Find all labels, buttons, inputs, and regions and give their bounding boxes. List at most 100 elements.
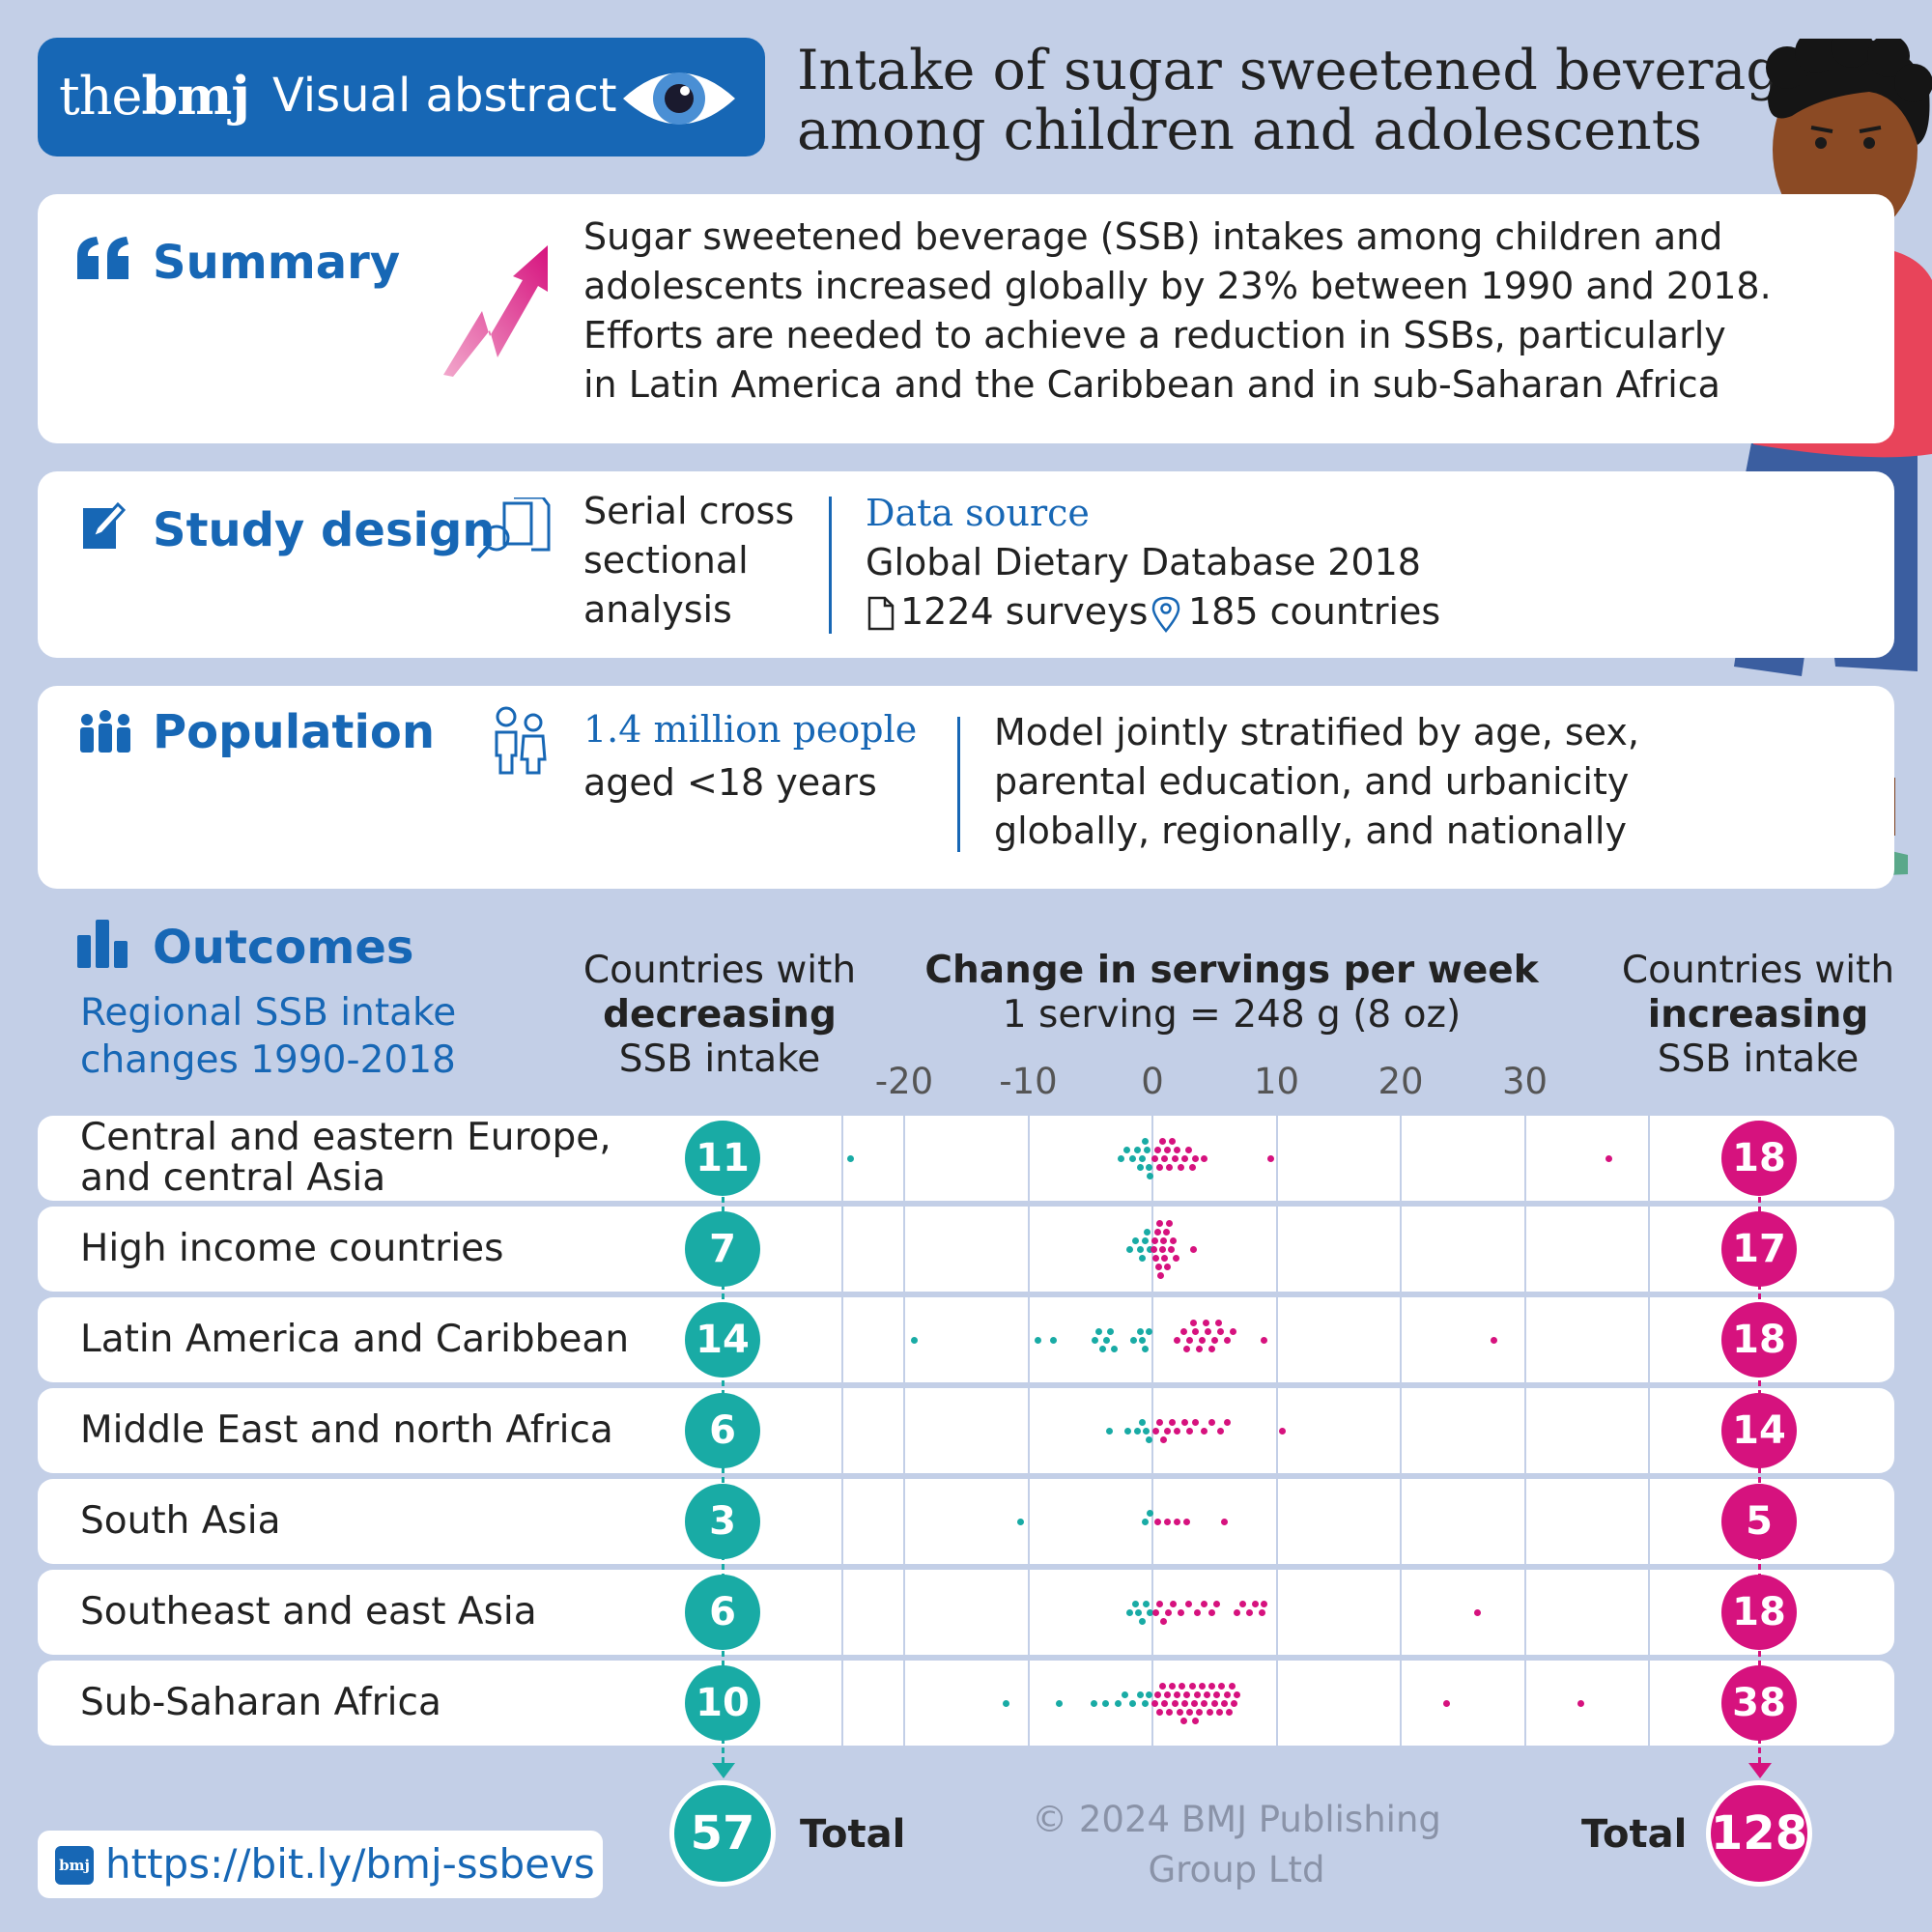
increasing-country-dot [1201, 1699, 1208, 1707]
increasing-country-dot [1605, 1154, 1613, 1162]
increasing-country-dot [1198, 1682, 1206, 1690]
increasing-country-dot [1204, 1690, 1211, 1698]
divider [829, 497, 832, 634]
increasing-country-dot [1215, 1708, 1223, 1716]
decreasing-count-circle: 10 [685, 1665, 760, 1741]
pencil-edit-icon [83, 501, 126, 549]
increasing-country-dot [1208, 1418, 1216, 1426]
increasing-country-dot [1166, 1708, 1174, 1716]
increasing-country-dot [1169, 1418, 1177, 1426]
region-row [38, 1388, 1894, 1473]
increasing-country-dot [1189, 1319, 1197, 1326]
region-label: Southeast and east Asia [80, 1590, 537, 1634]
increasing-country-dot [1158, 1682, 1166, 1690]
decreasing-count-circle: 6 [685, 1393, 760, 1468]
decreasing-country-dot [1126, 1608, 1134, 1616]
decreasing-country-dot [1056, 1699, 1064, 1707]
document-search-icon [476, 497, 551, 559]
down-arrow-icon [712, 1763, 735, 1778]
increasing-count-circle: 38 [1721, 1665, 1797, 1741]
increasing-country-dot [1192, 1717, 1200, 1724]
decreasing-country-dot [847, 1154, 855, 1162]
increasing-country-dot [1157, 1271, 1165, 1279]
increasing-country-dot [1201, 1600, 1208, 1607]
decreasing-country-dot [1145, 1163, 1152, 1171]
summary-text: Sugar sweetened beverage (SSB) intakes a… [583, 215, 1772, 406]
increasing-country-dot [1163, 1146, 1171, 1153]
increasing-country-dot [1153, 1518, 1161, 1525]
increasing-country-dot [1156, 1219, 1164, 1227]
x-tick-label: 0 [1141, 1061, 1164, 1102]
countries-count: 185 countries [1188, 590, 1441, 633]
increasing-country-dot [1186, 1427, 1194, 1435]
increasing-country-dot [1163, 1263, 1171, 1270]
increasing-country-dot [1205, 1327, 1212, 1335]
increasing-country-dot [1189, 1245, 1197, 1253]
short-link[interactable]: https://bit.ly/bmj-ssbevs [105, 1840, 595, 1888]
decreasing-country-dot [1128, 1699, 1136, 1707]
increasing-country-dot [1221, 1518, 1229, 1525]
decreasing-count-circle: 11 [685, 1121, 760, 1196]
increasing-country-dot [1163, 1690, 1171, 1698]
summary-card [38, 194, 1894, 443]
increasing-country-dot [1184, 1600, 1192, 1607]
increasing-country-dot [1183, 1345, 1191, 1352]
decreasing-country-dot [1146, 1509, 1153, 1517]
x-tick-label: -20 [874, 1061, 934, 1102]
increasing-country-dot [1226, 1708, 1234, 1716]
increasing-country-dot [1208, 1345, 1216, 1352]
decreasing-country-dot [1131, 1600, 1139, 1607]
people-count: 1.4 million people [583, 708, 918, 751]
increasing-country-dot [1170, 1600, 1178, 1607]
decreasing-country-dot [1091, 1699, 1098, 1707]
increasing-country-dot [1174, 1427, 1181, 1435]
decreasing-country-dot [1136, 1245, 1144, 1253]
increasing-country-dot [1158, 1245, 1166, 1253]
increasing-country-dot [1213, 1690, 1221, 1698]
increasing-country-dot [1153, 1228, 1161, 1236]
total-label-right: Total [1581, 1812, 1688, 1857]
decreasing-country-dot [1102, 1336, 1110, 1344]
increasing-country-dot [1163, 1427, 1171, 1435]
increasing-count-circle: 18 [1721, 1121, 1797, 1196]
location-pin-icon [1151, 596, 1180, 633]
increasing-country-dot [1218, 1682, 1226, 1690]
increasing-count-circle: 18 [1721, 1302, 1797, 1378]
link-box: bmj https://bit.ly/bmj-ssbevs [38, 1831, 603, 1898]
increasing-country-dot [1180, 1699, 1188, 1707]
region-row [38, 1479, 1894, 1564]
increasing-country-dot [1174, 1518, 1181, 1525]
gridline [903, 1116, 905, 1746]
increasing-country-dot [1167, 1245, 1175, 1253]
decreasing-country-dot [1141, 1345, 1149, 1352]
visual-abstract-label: Visual abstract [272, 69, 617, 123]
increasing-country-dot [1223, 1690, 1231, 1698]
increasing-country-dot [1230, 1327, 1237, 1335]
decreasing-column-header: Countries with decreasing SSB intake [582, 949, 857, 1081]
increasing-country-dot [1179, 1717, 1187, 1724]
increasing-country-dot [1183, 1690, 1191, 1698]
increasing-country-dot [1196, 1345, 1204, 1352]
increasing-country-dot [1188, 1682, 1196, 1690]
decreasing-country-dot [1017, 1518, 1025, 1525]
region-row [38, 1297, 1894, 1382]
decreasing-country-dot [1128, 1154, 1136, 1162]
decreasing-country-dot [1130, 1336, 1138, 1344]
gridline [1027, 1116, 1030, 1746]
decreasing-country-dot [1035, 1336, 1042, 1344]
decreasing-country-dot [1136, 1163, 1144, 1171]
increasing-country-dot [1178, 1608, 1185, 1616]
decreasing-country-dot [1145, 1690, 1152, 1698]
increasing-country-dot [1217, 1327, 1225, 1335]
increasing-country-dot [1239, 1600, 1247, 1607]
increasing-country-dot [1193, 1690, 1201, 1698]
database-name: Global Dietary Database 2018 [866, 541, 1421, 583]
increasing-country-dot [1206, 1708, 1213, 1716]
brand-box: thebmj Visual abstract [38, 38, 765, 156]
increasing-country-dot [1160, 1617, 1168, 1625]
increasing-country-dot [1213, 1600, 1221, 1607]
decreasing-country-dot [1141, 1518, 1149, 1525]
increasing-country-dot [1474, 1608, 1482, 1616]
surveys-count: 1224 surveys [900, 590, 1149, 633]
